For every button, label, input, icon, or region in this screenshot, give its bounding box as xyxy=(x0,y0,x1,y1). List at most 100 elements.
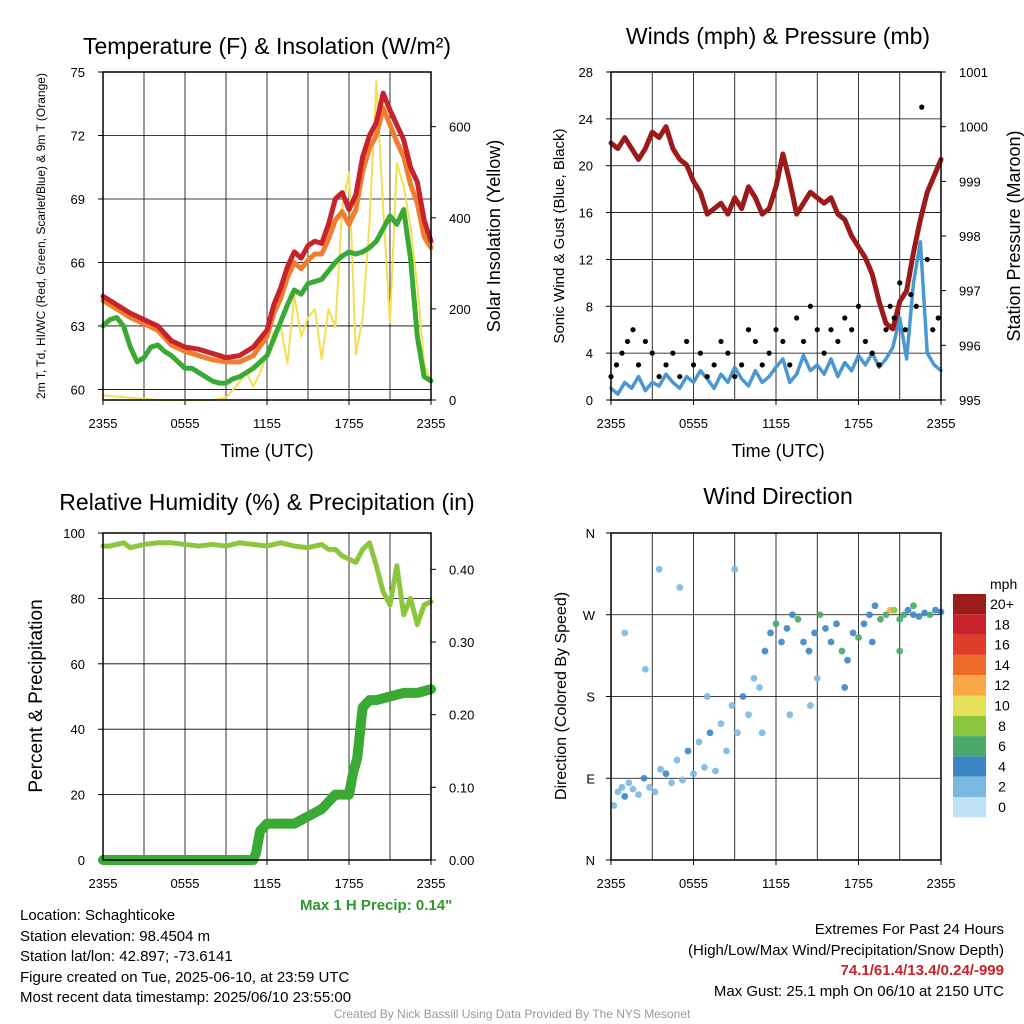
y-axis-label: 2m T, Td, HI/WC (Red, Green, Scarlet/Blu… xyxy=(34,73,48,399)
gust-point xyxy=(930,327,936,333)
gust-point xyxy=(670,350,676,356)
rh-y-tick-label: 0 xyxy=(78,853,85,868)
rh-y-tick-label: 60 xyxy=(71,657,85,672)
extremes-info: Extremes For Past 24 Hours (High/Low/Max… xyxy=(688,920,1004,1002)
legend-label: 10 xyxy=(994,698,1010,714)
wind-x-tick-label: 2355 xyxy=(597,416,626,431)
direction-point xyxy=(761,647,769,655)
gust-point xyxy=(935,315,941,321)
insolation-y2-tick-label: 400 xyxy=(449,211,471,226)
direction-point xyxy=(717,720,725,728)
y-axis-label: Direction (Colored By Speed) xyxy=(553,592,570,800)
plot-frame xyxy=(610,532,942,861)
direction-point xyxy=(684,747,692,755)
direction-point xyxy=(621,793,629,800)
gust-point xyxy=(800,338,807,345)
gust-point xyxy=(759,362,765,368)
direction-point xyxy=(822,624,829,632)
direction-point xyxy=(783,624,791,632)
y-axis-label: Percent & Precipitation xyxy=(26,599,47,792)
direction-point xyxy=(841,684,849,691)
direction-point xyxy=(813,674,821,682)
direction-point xyxy=(734,729,741,737)
gust-point xyxy=(869,350,875,356)
gust-point xyxy=(739,362,745,368)
gust-point xyxy=(814,327,820,333)
gust-point xyxy=(887,303,893,309)
legend-swatch xyxy=(953,756,986,777)
wind-y-tick-label: 28 xyxy=(579,65,593,80)
direction-point xyxy=(772,620,780,628)
max-gust: Max Gust: 25.1 mph On 06/10 at 2150 UTC xyxy=(713,982,1004,1000)
pressure-y2-tick-label: 998 xyxy=(959,229,981,244)
wind-x-tick-label: 0555 xyxy=(679,416,708,431)
gust-point xyxy=(807,303,813,309)
legend-swatch xyxy=(953,776,986,797)
direction-point xyxy=(695,738,703,746)
gust-point xyxy=(849,327,855,333)
precip-y2-tick-label: 0.00 xyxy=(449,853,474,868)
gust-point xyxy=(902,327,908,333)
precip-y2-tick-label: 0.20 xyxy=(449,708,474,723)
direction-point xyxy=(860,620,868,628)
direction-y-tick-label: N xyxy=(586,853,595,868)
direction-x-tick-label: 0555 xyxy=(679,876,708,891)
direction-point xyxy=(786,711,794,719)
direction-point xyxy=(701,763,708,771)
credit-line: Created By Nick Bassill Using Data Provi… xyxy=(333,1007,691,1021)
legend-swatch xyxy=(953,594,986,615)
gust-point xyxy=(732,373,738,380)
direction-point xyxy=(896,615,904,623)
direction-point xyxy=(805,647,813,655)
gust-point xyxy=(704,373,710,380)
direction-point xyxy=(811,629,818,637)
direction-point xyxy=(640,774,648,782)
gust-point xyxy=(913,303,919,309)
gust-point xyxy=(787,362,793,368)
direction-point xyxy=(621,629,629,637)
direction-point xyxy=(668,779,675,787)
extremes-values: 74.1/61.4/13.4/0.24/-999 xyxy=(840,962,1004,979)
gust-point xyxy=(677,373,683,380)
direction-point xyxy=(896,647,904,655)
temp-y-tick-label: 66 xyxy=(71,255,85,270)
gust-point xyxy=(883,327,889,333)
direction-point xyxy=(844,656,851,664)
direction-point xyxy=(882,611,890,619)
plot-frame xyxy=(610,71,942,401)
station-latlon: Station lat/lon: 42.897; -73.6141 xyxy=(20,948,233,965)
direction-point xyxy=(778,638,785,646)
gust-point xyxy=(897,280,903,286)
precip-y2-tick-label: 0.40 xyxy=(449,562,474,577)
direction-point xyxy=(635,791,642,798)
direction-point xyxy=(629,785,637,793)
y-axis-label: Sonic Wind & Gust (Blue, Black) xyxy=(551,128,568,343)
wind-x-tick-label: 1755 xyxy=(844,416,873,431)
chart-title: Relative Humidity (%) & Precipitation (i… xyxy=(59,489,474,515)
legend-swatch xyxy=(953,614,986,635)
x-axis-label: Time (UTC) xyxy=(731,441,824,461)
gust-point xyxy=(745,327,752,333)
series-2m-temp xyxy=(100,90,434,361)
direction-point xyxy=(646,783,653,791)
extremes-title: Extremes For Past 24 Hours xyxy=(814,921,1004,938)
direction-x-tick-label: 2355 xyxy=(927,876,956,891)
gust-point xyxy=(649,350,655,356)
gust-point xyxy=(908,291,914,298)
pressure-y2-tick-label: 1000 xyxy=(959,120,988,135)
temp-x-tick-label: 1155 xyxy=(253,416,281,431)
direction-point xyxy=(641,665,649,673)
direction-point xyxy=(756,684,763,691)
series-dewpoint xyxy=(100,207,434,386)
direction-point xyxy=(877,615,884,623)
plot-frame xyxy=(102,532,432,861)
rh-y-tick-label: 40 xyxy=(71,722,85,737)
gust-point xyxy=(635,362,642,368)
direction-point xyxy=(838,647,846,655)
direction-point xyxy=(904,606,912,614)
series-insolation xyxy=(102,80,432,401)
legend-label: 6 xyxy=(998,738,1006,754)
pressure-y2-tick-label: 997 xyxy=(959,284,981,299)
legend-swatch xyxy=(953,695,986,716)
legend-label: 8 xyxy=(998,718,1006,734)
